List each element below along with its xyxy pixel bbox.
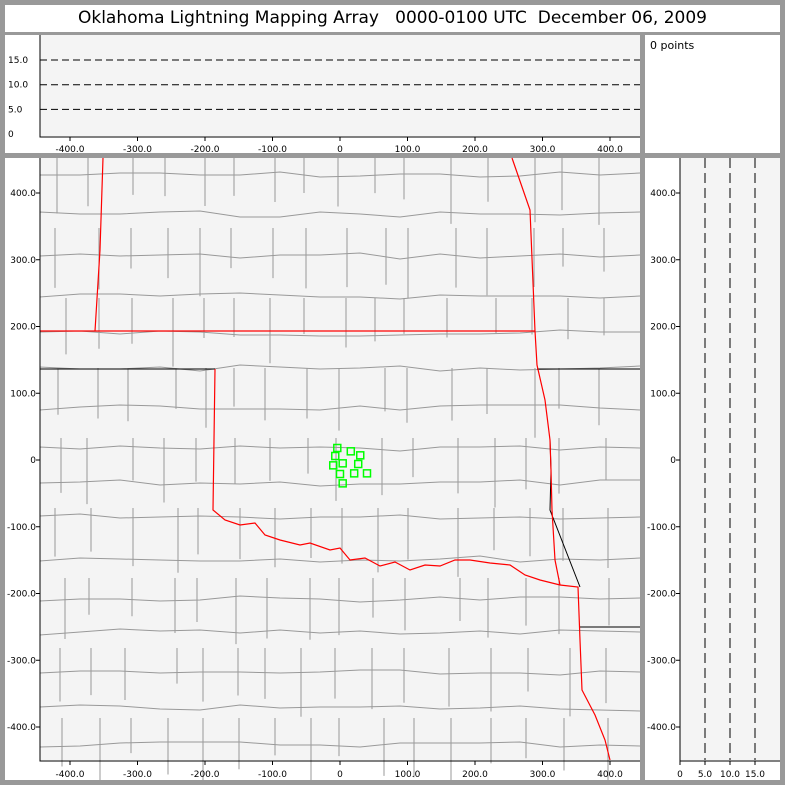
map-x-tick-label: 0 [337,770,343,780]
county-line [39,555,641,563]
eastern-border [511,157,561,586]
map-y-tick-label: -400.0 [7,723,36,733]
map-y-tick-label: -300.0 [7,656,36,666]
county-lines [39,158,641,785]
co-ks-border [94,157,104,332]
right-y-tick-label: 0 [670,456,676,466]
map-x-tick-label: -200.0 [190,770,219,780]
map-x-tick-label: 300.0 [530,770,556,780]
lightning-source-point [338,459,347,468]
map-x-tick-label: -300.0 [123,770,152,780]
state-lines-black [40,368,640,628]
county-line [39,669,641,676]
top-x-tick-label: 400.0 [597,145,623,155]
top-y-tick-label: 10.0 [8,81,28,91]
county-line [39,479,640,487]
right-x-tick-label: 5.0 [698,770,713,780]
top-y-tick-label: 5.0 [8,105,23,115]
map-y-tick-label: 300.0 [10,256,36,266]
county-line [39,210,641,218]
county-line [39,513,641,520]
lightning-source-point [353,459,363,469]
right-y-tick-label: -200.0 [647,590,676,600]
lightning-source-point [349,469,359,478]
map-y-tick-label: 0 [30,456,36,466]
county-line [39,252,641,260]
chart-title: Oklahoma Lightning Mapping Array 0000-01… [5,5,780,32]
right-x-tick-label: 10.0 [720,770,740,780]
lightning-source-point [333,443,342,453]
county-line [40,171,641,178]
map-x-tick-label: -400.0 [55,770,84,780]
dashed-altitude-grid [40,59,756,760]
state-borders-red [40,157,611,761]
lightning-sources [329,443,372,488]
map-x-tick-label: 400.0 [597,770,623,780]
lightning-source-point [362,469,372,478]
map-y-tick-label: 200.0 [10,323,36,333]
top-axis-lines [39,35,640,138]
lightning-source-point [331,451,340,461]
right-y-tick-label: 300.0 [650,256,676,266]
top-x-tick-label: 200.0 [462,145,488,155]
map-y-tick-label: -100.0 [7,523,36,533]
right-y-tick-label: -300.0 [647,656,676,666]
map-y-tick-label: 100.0 [10,389,36,399]
lightning-source-point [329,461,338,470]
map-plot-area [40,158,640,760]
lightning-source-point [338,479,347,488]
county-line [39,704,641,712]
county-line [39,741,641,748]
county-line [39,445,641,452]
map-y-tick-label: 400.0 [10,189,36,199]
top-x-tick-label: -300.0 [123,145,152,155]
right-y-tick-label: -400.0 [647,723,676,733]
lightning-source-point [346,447,356,456]
county-line [39,404,641,411]
map-x-tick-label: 200.0 [462,770,488,780]
map-axis-lines [39,158,640,762]
red-river-border [212,368,611,761]
legend-panel: 0 points [645,35,780,153]
right-y-tick-label: 400.0 [650,189,676,199]
right-y-tick-label: 100.0 [650,389,676,399]
county-line [39,329,640,337]
right-x-tick-label: 15.0 [745,770,765,780]
map-y-tick-label: -200.0 [7,590,36,600]
lightning-source-point [356,451,365,460]
top-y-tick-label: 0 [8,130,14,140]
county-line [39,628,641,636]
top-x-tick-label: -200.0 [190,145,219,155]
map-x-tick-label: 100.0 [395,770,421,780]
lightning-source-point [335,469,345,479]
top-x-tick-label: 0 [337,145,343,155]
tick-labels: -400.0 -300.0 -200.0 -100.0 0 100.0 200.0 300.0… [7,56,765,780]
right-y-tick-label: 200.0 [650,323,676,333]
right-x-tick-label: 0 [677,770,683,780]
top-y-tick-label: 15.0 [8,56,28,66]
map-x-tick-label: -100.0 [258,770,287,780]
top-x-tick-label: -100.0 [258,145,287,155]
top-x-tick-label: 100.0 [395,145,421,155]
top-x-tick-label: 300.0 [530,145,556,155]
point-count: 0 points [650,39,695,52]
right-y-tick-label: -100.0 [647,523,676,533]
top-plot-area [40,35,640,136]
top-x-tick-label: -400.0 [55,145,84,155]
county-line [39,595,641,603]
